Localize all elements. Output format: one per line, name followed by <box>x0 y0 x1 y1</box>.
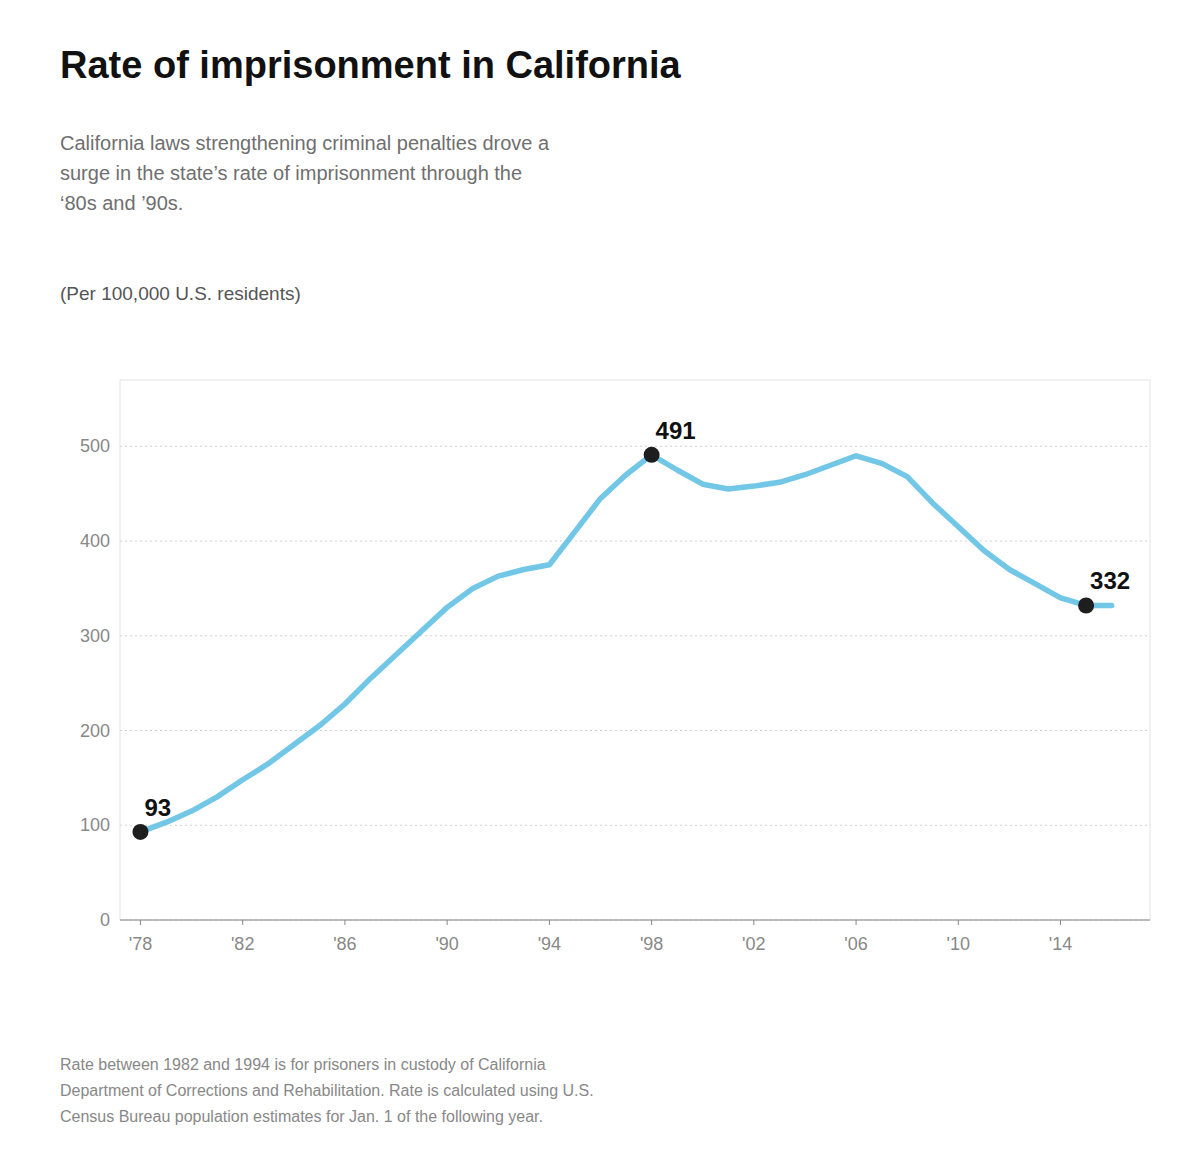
chart: Rate of imprisonment in California Califo… <box>0 0 1200 1152</box>
grid-line <box>120 920 1150 921</box>
footnote-line: Department of Corrections and Rehabilita… <box>60 1082 594 1099</box>
x-tick <box>242 920 243 925</box>
x-tick <box>549 920 550 925</box>
subtitle: California laws strengthening criminal p… <box>60 132 550 214</box>
y-tick-label: 200 <box>80 721 110 741</box>
x-tick <box>447 920 448 925</box>
x-axis-line <box>120 920 1150 921</box>
x-tick-label: '14 <box>1049 934 1072 954</box>
y-tick-label: 300 <box>80 626 110 646</box>
y-tick-label: 0 <box>100 910 110 930</box>
y-tick-label: 100 <box>80 815 110 835</box>
line <box>140 455 1111 832</box>
highlight-dot <box>1078 597 1094 613</box>
x-tick-label: '82 <box>231 934 254 954</box>
x-tick-label: '10 <box>947 934 970 954</box>
plot-data <box>132 447 1111 840</box>
x-tick <box>856 920 857 925</box>
subtitle-line: ‘80s and ’90s. <box>60 192 183 214</box>
title: Rate of imprisonment in California <box>60 44 682 86</box>
x-tick <box>958 920 959 925</box>
grid-line <box>120 825 1150 826</box>
subtitle-line: surge in the state’s rate of imprisonmen… <box>60 162 522 184</box>
subtitle-line: California laws strengthening criminal p… <box>60 132 550 154</box>
unit-label: (Per 100,000 U.S. residents) <box>60 283 301 304</box>
annotation: 93 <box>144 794 171 821</box>
highlight-dot <box>132 824 148 840</box>
x-tick-label: '94 <box>538 934 561 954</box>
x-tick-label: '06 <box>844 934 867 954</box>
x-tick-label: '02 <box>742 934 765 954</box>
grid-line <box>120 446 1150 447</box>
x-tick-label: '86 <box>333 934 356 954</box>
annotation: 332 <box>1090 567 1130 594</box>
x-tick <box>651 920 652 925</box>
footnote-line: Census Bureau population estimates for J… <box>60 1108 543 1125</box>
annotation: 491 <box>656 417 696 444</box>
x-tick-label: '90 <box>435 934 458 954</box>
x-tick <box>1060 920 1061 925</box>
grid <box>120 446 1150 920</box>
y-tick-label: 400 <box>80 531 110 551</box>
grid-line <box>120 730 1150 731</box>
y-tick-label: 500 <box>80 436 110 456</box>
x-tick <box>344 920 345 925</box>
x-tick <box>140 920 141 925</box>
x-tick-label: '78 <box>129 934 152 954</box>
footnote-line: Rate between 1982 and 1994 is for prison… <box>60 1056 546 1073</box>
grid-line <box>120 635 1150 636</box>
plot-frame <box>120 380 1150 920</box>
x-tick-label: '98 <box>640 934 663 954</box>
x-tick <box>753 920 754 925</box>
footnote: Rate between 1982 and 1994 is for prison… <box>60 1056 594 1125</box>
highlight-dot <box>644 447 660 463</box>
grid-line <box>120 541 1150 542</box>
